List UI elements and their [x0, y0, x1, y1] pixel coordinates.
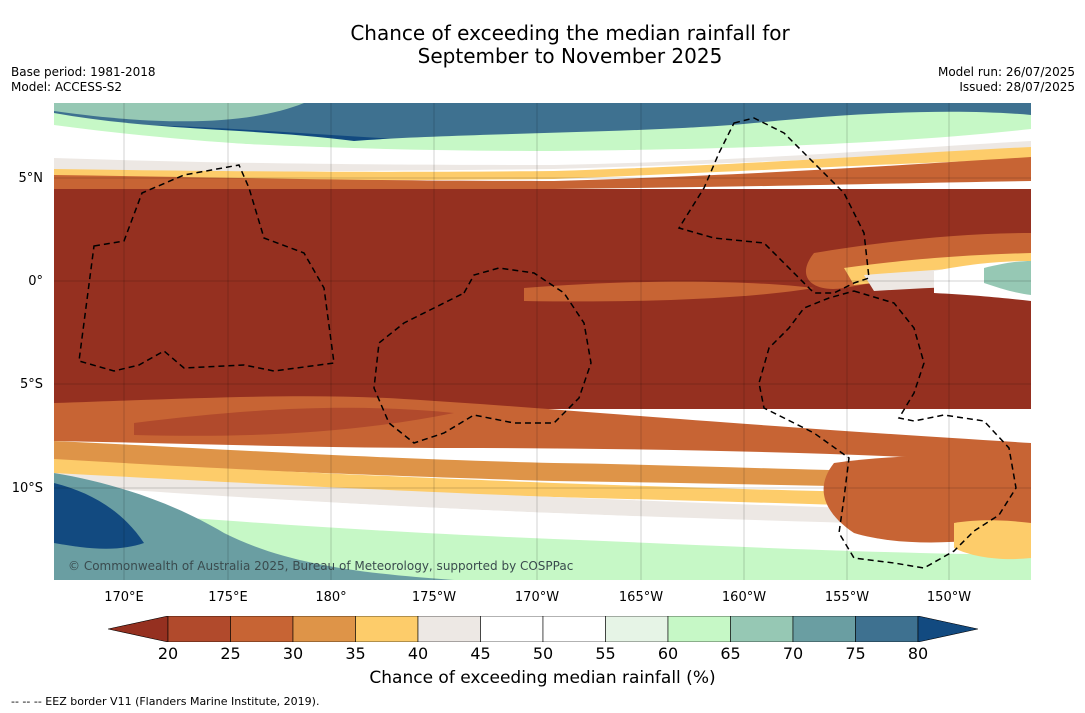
- colorbar-label: Chance of exceeding median rainfall (%): [369, 668, 716, 688]
- colorbar-tick-label: 70: [782, 644, 804, 663]
- lon-label-165w: 165°W: [618, 590, 664, 605]
- lat-label-10s: 10°S: [11, 481, 43, 496]
- base-period-text: Base period: 1981-2018: [11, 65, 156, 79]
- colorbar-under-arrow: [107, 615, 169, 643]
- colorbar-cell: [417, 615, 481, 643]
- band-east-teal: [984, 261, 1031, 295]
- eez-west: [78, 164, 335, 372]
- band-south-dark-blue: [54, 483, 144, 549]
- meta-left: Base period: 1981-2018 Model: ACCESS-S2: [11, 65, 156, 95]
- band-south-rust: [134, 407, 454, 436]
- band-south-white: [54, 485, 1031, 548]
- eez-footnote: -- -- -- EEZ border V11 (Flanders Marine…: [11, 695, 320, 708]
- colorbar-tick-label: 20: [157, 644, 179, 663]
- rainfall-map: [54, 103, 1031, 580]
- copyright-text: © Commonwealth of Australia 2025, Bureau…: [68, 559, 574, 573]
- colorbar-cell: [730, 615, 794, 643]
- meta-right: Model run: 26/07/2025 Issued: 28/07/2025: [938, 65, 1075, 95]
- band-se-yellow: [954, 520, 1031, 560]
- lon-label-150w: 150°W: [926, 590, 972, 605]
- band-south-teal: [54, 473, 454, 580]
- lon-label-160w: 160°W: [721, 590, 767, 605]
- lon-label-155w: 155°W: [824, 590, 870, 605]
- lon-label-175w: 175°W: [411, 590, 457, 605]
- colorbar-cell: [167, 615, 231, 643]
- colorbar-cell: [542, 615, 606, 643]
- colorbar-cell: [355, 615, 419, 643]
- colorbar-cell: [292, 615, 356, 643]
- lon-label-175e: 175°E: [208, 590, 248, 605]
- colorbar-cell: [792, 615, 856, 643]
- colorbar-cell: [480, 615, 544, 643]
- colorbar-cells: [167, 615, 919, 643]
- colorbar-tick-label: 35: [345, 644, 366, 663]
- colorbar-tick-label: 55: [595, 644, 616, 663]
- band-top-teal: [54, 103, 304, 122]
- model-run-text: Model run: 26/07/2025: [937, 65, 1075, 79]
- lat-label-5s: 5°S: [19, 377, 43, 392]
- colorbar-tick-label: 75: [845, 644, 866, 663]
- colorbar-tick-label: 80: [907, 644, 929, 663]
- colorbar-tick-label: 25: [220, 644, 241, 663]
- colorbar-tick-label: 65: [720, 644, 741, 663]
- lat-label-5n: 5°N: [18, 171, 44, 186]
- colorbar-cell: [667, 615, 731, 643]
- band-south-light: [54, 473, 1031, 528]
- band-top-light: [54, 141, 1031, 172]
- eez-borders: [78, 117, 1017, 569]
- colorbar-tick-label: 45: [470, 644, 491, 663]
- colorbar-tick-label: 50: [532, 644, 554, 663]
- lat-label-0: 0°: [28, 274, 43, 289]
- colorbar-tick-label: 30: [282, 644, 304, 663]
- title-line-2: September to November 2025: [417, 44, 723, 68]
- colorbar-cell: [230, 615, 294, 643]
- issued-text: Issued: 28/07/2025: [959, 80, 1075, 94]
- colorbar-over-arrow: [917, 615, 979, 643]
- colorbar-tick-label: 60: [657, 644, 679, 663]
- colorbar: [107, 615, 979, 643]
- band-south-orange-2: [54, 441, 1031, 489]
- lon-label-180: 180°: [315, 590, 347, 605]
- lon-label-170w: 170°W: [514, 590, 560, 605]
- eez-east: [677, 117, 870, 294]
- map-gridlines: [54, 103, 1031, 580]
- colorbar-tick-label: 40: [407, 644, 429, 663]
- band-south-yellow: [54, 459, 1031, 511]
- band-equator-orange-streak: [524, 281, 814, 302]
- band-top-yellow: [54, 147, 1031, 181]
- model-text: Model: ACCESS-S2: [11, 80, 123, 94]
- band-top-green: [54, 111, 1031, 151]
- band-top-orange: [54, 157, 1031, 192]
- eez-central: [373, 267, 592, 444]
- rainfall-map-svg: [54, 103, 1031, 580]
- eez-east-lower: [758, 290, 1017, 569]
- band-top-white: [54, 125, 1031, 164]
- title-line-1: Chance of exceeding the median rainfall …: [350, 21, 790, 45]
- lon-label-170e: 170°E: [104, 590, 144, 605]
- colorbar-svg: [107, 615, 979, 643]
- map-title: Chance of exceeding the median rainfall …: [0, 22, 1085, 68]
- colorbar-cell: [855, 615, 919, 643]
- colorbar-cell: [605, 615, 669, 643]
